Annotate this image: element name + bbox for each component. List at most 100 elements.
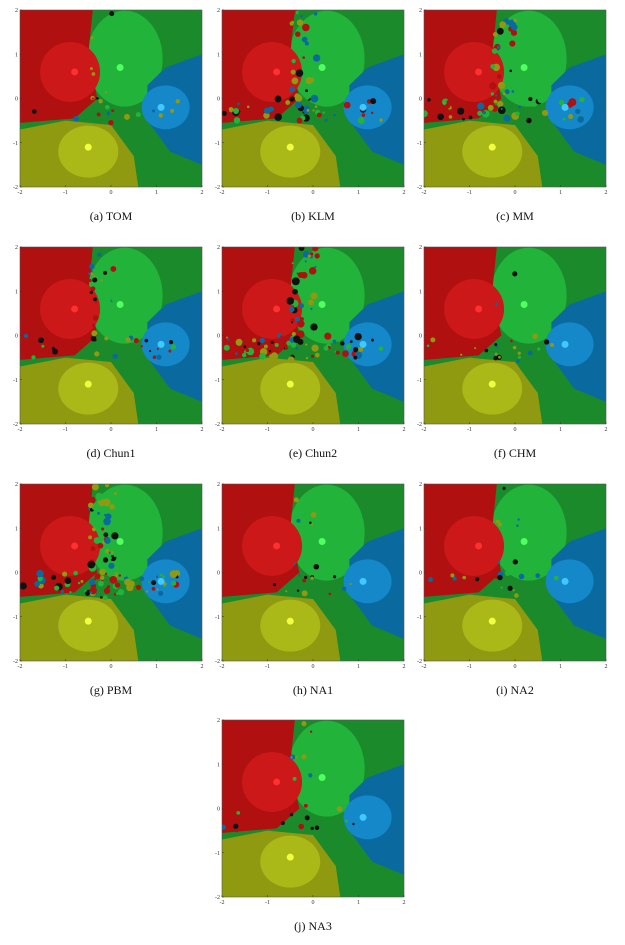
boundary-speck: [493, 99, 498, 104]
boundary-speck: [115, 592, 119, 595]
boundary-speck: [103, 517, 111, 526]
boundary-speck: [109, 504, 115, 510]
boundary-speck: [287, 356, 295, 364]
boundary-speck: [537, 347, 541, 351]
x-tick-label: 1: [559, 664, 562, 670]
x-tick-label: -2: [18, 664, 23, 670]
root: [318, 538, 326, 546]
boundary-speck: [284, 346, 289, 350]
boundary-speck: [62, 571, 68, 577]
y-tick-label: -2: [417, 185, 422, 191]
boundary-speck: [92, 277, 98, 283]
root: [520, 538, 528, 546]
boundary-speck: [504, 80, 512, 88]
x-tick-label: -1: [63, 664, 68, 670]
boundary-speck: [90, 36, 94, 40]
basin-image: [20, 247, 202, 424]
basin-image: [222, 720, 404, 897]
boundary-speck: [292, 776, 297, 781]
boundary-speck: [497, 81, 506, 90]
boundary-speck: [354, 332, 362, 341]
boundary-speck: [336, 806, 343, 812]
boundary-speck: [114, 491, 117, 495]
basin-yellow-light: [260, 362, 321, 415]
boundary-speck: [568, 113, 574, 120]
caption: (i) NA2: [496, 683, 534, 697]
x-tick-label: 2: [201, 427, 204, 433]
boundary-speck: [80, 580, 84, 583]
boundary-speck: [45, 96, 51, 103]
boundary-speck: [295, 31, 301, 37]
boundary-speck: [507, 585, 513, 591]
boundary-speck: [314, 253, 320, 259]
x-tick-label: 2: [403, 427, 406, 433]
boundary-speck: [90, 272, 94, 276]
boundary-speck: [305, 95, 310, 100]
boundary-speck: [151, 580, 157, 586]
root: [273, 778, 281, 786]
boundary-speck: [114, 582, 121, 588]
boundary-speck: [305, 343, 308, 346]
y-tick-label: 0: [15, 334, 18, 340]
boundary-speck: [145, 590, 149, 593]
boundary-speck: [477, 102, 485, 110]
boundary-speck: [306, 280, 311, 286]
boundary-speck: [482, 110, 486, 115]
boundary-speck: [88, 279, 92, 283]
basin-blue-light: [141, 322, 190, 367]
boundary-speck: [361, 113, 366, 117]
boundary-speck: [259, 353, 266, 360]
y-tick-label: -1: [13, 378, 18, 384]
basin-blue-light: [343, 85, 392, 130]
boundary-speck: [162, 575, 166, 579]
boundary-speck: [293, 562, 296, 566]
y-tick-label: 0: [419, 334, 422, 340]
boundary-speck: [61, 580, 64, 583]
boundary-speck: [332, 575, 337, 579]
boundary-speck: [490, 64, 496, 69]
boundary-speck: [490, 92, 495, 96]
y-tick-label: -2: [13, 185, 18, 191]
boundary-speck: [343, 101, 351, 109]
x-tick-label: -1: [265, 664, 270, 670]
boundary-speck: [95, 492, 104, 501]
boundary-speck: [315, 352, 320, 358]
x-tick-label: -1: [63, 427, 68, 433]
boundary-speck: [509, 69, 513, 73]
boundary-speck: [296, 518, 301, 523]
y-tick-label: 0: [217, 807, 220, 813]
boundary-speck: [509, 40, 516, 47]
boundary-speck: [310, 576, 314, 580]
y-tick-label: -1: [13, 615, 18, 621]
boundary-speck: [148, 349, 152, 353]
boundary-speck: [296, 19, 304, 26]
basin-yellow-light: [462, 362, 523, 415]
boundary-speck: [235, 338, 243, 346]
root: [286, 853, 294, 861]
boundary-speck: [371, 338, 374, 342]
basin-yellow-light: [58, 125, 119, 178]
boundary-speck: [286, 340, 292, 346]
boundary-speck: [169, 570, 178, 579]
boundary-speck: [475, 577, 480, 582]
boundary-speck: [87, 560, 96, 569]
boundary-speck: [88, 496, 96, 504]
boundary-speck: [289, 812, 294, 817]
panel: -2 -1 0 1 2 -2 -1 0 1 2 (h) NA1: [215, 482, 406, 697]
boundary-speck: [314, 308, 318, 311]
boundary-speck: [324, 118, 328, 122]
x-tick-label: -1: [265, 427, 270, 433]
boundary-speck: [158, 113, 164, 118]
boundary-speck: [516, 359, 520, 364]
boundary-speck: [96, 112, 101, 117]
boundary-speck: [263, 344, 268, 349]
boundary-speck: [100, 564, 105, 569]
x-tick-label: -2: [422, 190, 427, 196]
boundary-speck: [510, 29, 518, 36]
y-tick-label: 2: [419, 8, 422, 14]
boundary-speck: [246, 105, 250, 109]
y-tick-label: 1: [217, 289, 220, 295]
boundary-speck: [25, 573, 33, 581]
basin-image: [20, 10, 202, 187]
